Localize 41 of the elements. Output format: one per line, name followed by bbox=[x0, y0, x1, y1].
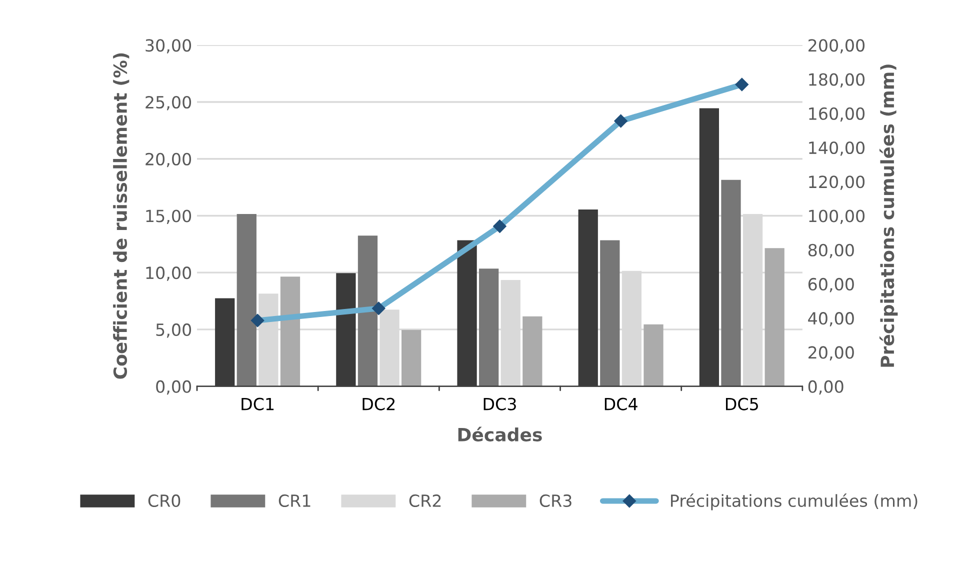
y2-tick-label: 200,00 bbox=[808, 39, 865, 54]
x-tick-label: DC1 bbox=[242, 398, 274, 410]
legend-label: CR2 bbox=[409, 494, 441, 508]
bar bbox=[236, 214, 256, 386]
x-tick-label: DC2 bbox=[362, 398, 394, 410]
bar bbox=[644, 324, 664, 386]
bar bbox=[402, 330, 422, 386]
y2-tick-label: 120,00 bbox=[809, 176, 865, 190]
y2-tick-label: 80,00 bbox=[808, 244, 854, 258]
y-tick-label: 0,00 bbox=[156, 380, 192, 395]
x-tick-label: DC3 bbox=[484, 398, 516, 410]
x-axis-title: Décades bbox=[458, 426, 542, 442]
bar bbox=[764, 248, 784, 386]
y2-tick-label: 160,00 bbox=[809, 107, 865, 122]
y-tick-label: 25,00 bbox=[146, 96, 192, 110]
y-tick-label: 30,00 bbox=[146, 39, 192, 54]
y2-tick-label: 100,00 bbox=[809, 210, 865, 224]
bar bbox=[280, 276, 300, 386]
legend-label: CR3 bbox=[540, 494, 572, 508]
y-axis-title: Coefficient de ruissellement (%) bbox=[113, 53, 130, 379]
bar bbox=[721, 180, 741, 386]
y2-tick-label: 60,00 bbox=[808, 278, 854, 292]
x-tick-label: DC4 bbox=[604, 398, 638, 410]
y2-tick-label: 20,00 bbox=[808, 346, 854, 360]
x-tick-label: DC5 bbox=[726, 398, 758, 410]
y2-axis-title: Précipitations cumulées (mm) bbox=[880, 64, 898, 367]
legend-label: Précipitations cumulées (mm) bbox=[671, 493, 918, 510]
y-tick-label: 20,00 bbox=[146, 152, 192, 168]
legend-label: CR0 bbox=[148, 494, 180, 508]
legend-label: CR1 bbox=[278, 494, 310, 508]
y2-tick-label: 180,00 bbox=[809, 73, 865, 88]
y-tick-label: 5,00 bbox=[156, 323, 192, 338]
y2-tick-label: 40,00 bbox=[808, 312, 854, 326]
y-tick-label: 10,00 bbox=[146, 266, 192, 281]
bar bbox=[358, 236, 378, 386]
y2-tick-label: 140,00 bbox=[809, 141, 865, 156]
bar bbox=[600, 240, 620, 386]
bar bbox=[522, 316, 542, 386]
y2-tick-label: 0,00 bbox=[808, 380, 844, 395]
y-tick-label: 15,00 bbox=[146, 210, 192, 224]
bar bbox=[479, 268, 499, 386]
